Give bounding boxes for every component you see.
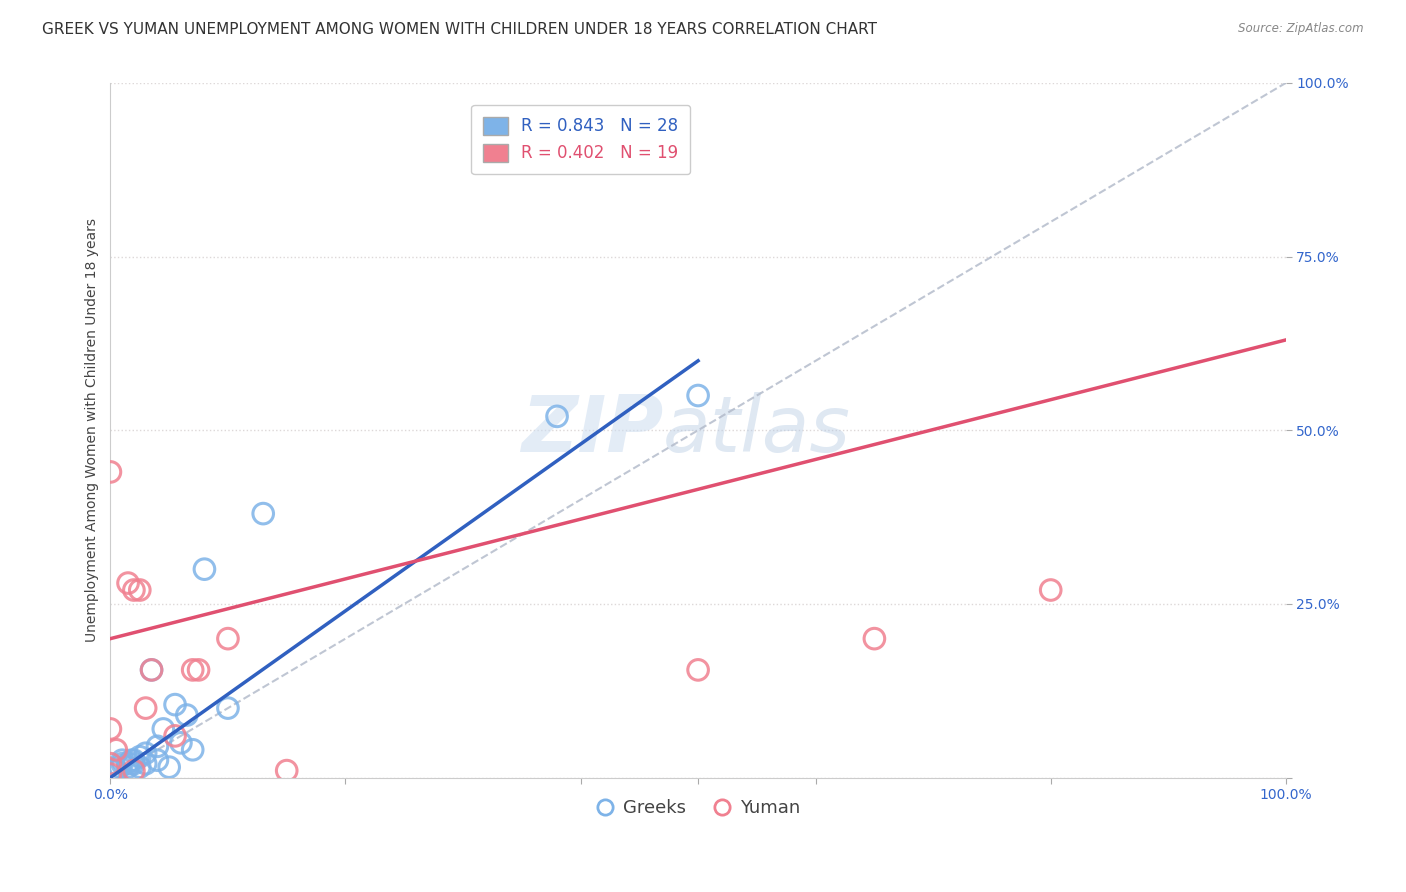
Text: atlas: atlas [662,392,851,468]
Point [128,760,150,774]
Point [122,753,145,767]
Text: Source: ZipAtlas.com: Source: ZipAtlas.com [1239,22,1364,36]
Point [117,760,139,774]
Text: GREEK VS YUMAN UNEMPLOYMENT AMONG WOMEN WITH CHILDREN UNDER 18 YEARS CORRELATION: GREEK VS YUMAN UNEMPLOYMENT AMONG WOMEN … [42,22,877,37]
Point [105,764,128,778]
Point [165,729,187,743]
Point [108,760,131,774]
Point [100,756,122,771]
Point [181,743,204,757]
Point [181,663,204,677]
Point [863,632,886,646]
Point [128,582,150,597]
Point [117,576,139,591]
Point [100,764,122,778]
Point [176,708,198,723]
Point [135,756,157,771]
Point [121,753,143,767]
Point [141,663,163,677]
Point [100,465,122,479]
Point [252,507,274,521]
Legend: Greeks, Yuman: Greeks, Yuman [589,792,807,824]
Point [100,767,122,781]
Point [128,749,150,764]
Y-axis label: Unemployment Among Women with Children Under 18 years: Unemployment Among Women with Children U… [86,219,100,642]
Point [141,663,163,677]
Point [217,701,239,715]
Point [111,753,134,767]
Point [100,722,122,736]
Point [193,562,215,576]
Point [276,764,298,778]
Point [122,756,145,771]
Point [688,388,710,402]
Point [122,582,145,597]
Point [187,663,209,677]
Point [117,756,139,771]
Point [152,722,174,736]
Point [688,663,710,677]
Point [170,736,193,750]
Point [122,764,145,778]
Point [105,743,128,757]
Point [135,746,157,760]
Point [217,632,239,646]
Text: ZIP: ZIP [520,392,662,468]
Point [135,701,157,715]
Point [165,698,187,712]
Point [157,760,180,774]
Point [146,739,169,754]
Point [546,409,568,424]
Point [111,756,134,771]
Point [1039,582,1062,597]
Point [146,753,169,767]
